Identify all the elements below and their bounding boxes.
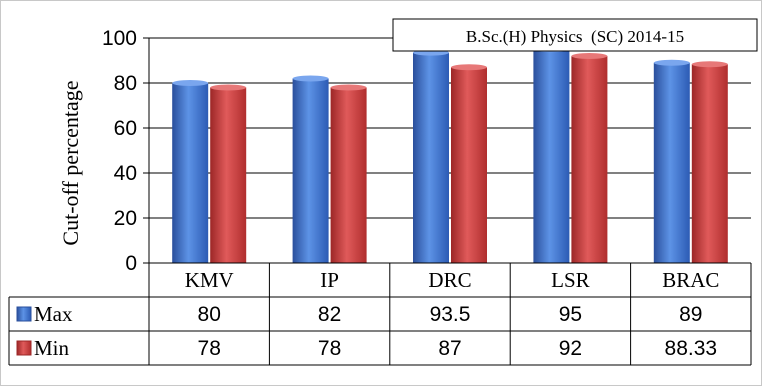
data-table: KMV IP DRC LSR BRAC Max 80 82 93.5 95 89 Min 78 78 87 9…	[8, 262, 752, 366]
bar-cap-max-kmv	[172, 80, 209, 86]
chart-title: B.Sc.(H) Physics (SC) 2014-15	[466, 27, 684, 46]
bar-min-drc	[451, 67, 487, 263]
legend-swatch-min	[16, 340, 32, 356]
chart-title-box: B.Sc.(H) Physics (SC) 2014-15	[392, 18, 758, 52]
y-tick-label: 80	[114, 72, 137, 95]
y-tick-label: 20	[114, 207, 137, 230]
data-value-max: 93.5	[430, 303, 471, 326]
y-axis: 0 20 40 60 80 100	[102, 27, 150, 275]
bar-cap-min-ip	[330, 84, 367, 91]
category-label: DRC	[428, 268, 471, 292]
bar-min-brac	[691, 64, 728, 263]
data-value-max: 89	[679, 303, 702, 326]
bar-max-ip	[292, 78, 329, 263]
y-axis-label: Cut-off percentage	[58, 80, 83, 245]
legend-swatch-max	[16, 306, 32, 322]
data-value-min: 78	[198, 337, 221, 360]
y-tick-label: 100	[102, 27, 137, 50]
bar-max-brac	[653, 62, 690, 263]
bar-cap-min-drc	[451, 64, 487, 71]
y-tick-label: 0	[125, 252, 137, 275]
bar-min-ip	[330, 87, 367, 263]
data-value-max: 82	[318, 303, 341, 326]
data-value-min: 87	[438, 337, 461, 360]
bar-cap-min-brac	[691, 61, 728, 68]
bar-cap-max-ip	[292, 75, 329, 82]
bar-max-lsr	[533, 49, 570, 263]
bar-max-drc	[413, 52, 449, 263]
bar-cap-min-lsr	[571, 53, 608, 59]
data-value-max: 95	[559, 303, 582, 326]
bar-cap-max-brac	[653, 59, 690, 66]
category-label: LSR	[551, 268, 590, 292]
data-value-min: 78	[318, 337, 341, 360]
bar-cap-min-kmv	[210, 84, 247, 91]
bar-min-lsr	[571, 56, 608, 263]
y-tick-label: 40	[114, 162, 137, 185]
bars	[172, 46, 728, 263]
legend-label-max: Max	[34, 302, 73, 326]
category-label: BRAC	[662, 268, 719, 292]
data-value-max: 80	[198, 303, 221, 326]
data-value-min: 88.33	[665, 337, 718, 360]
category-label: IP	[320, 268, 339, 292]
bar-max-kmv	[172, 83, 209, 263]
y-tick-label: 60	[114, 117, 137, 140]
data-value-min: 92	[559, 337, 582, 360]
category-label: KMV	[185, 268, 234, 292]
bar-min-kmv	[210, 87, 247, 263]
legend-label-min: Min	[34, 336, 70, 360]
